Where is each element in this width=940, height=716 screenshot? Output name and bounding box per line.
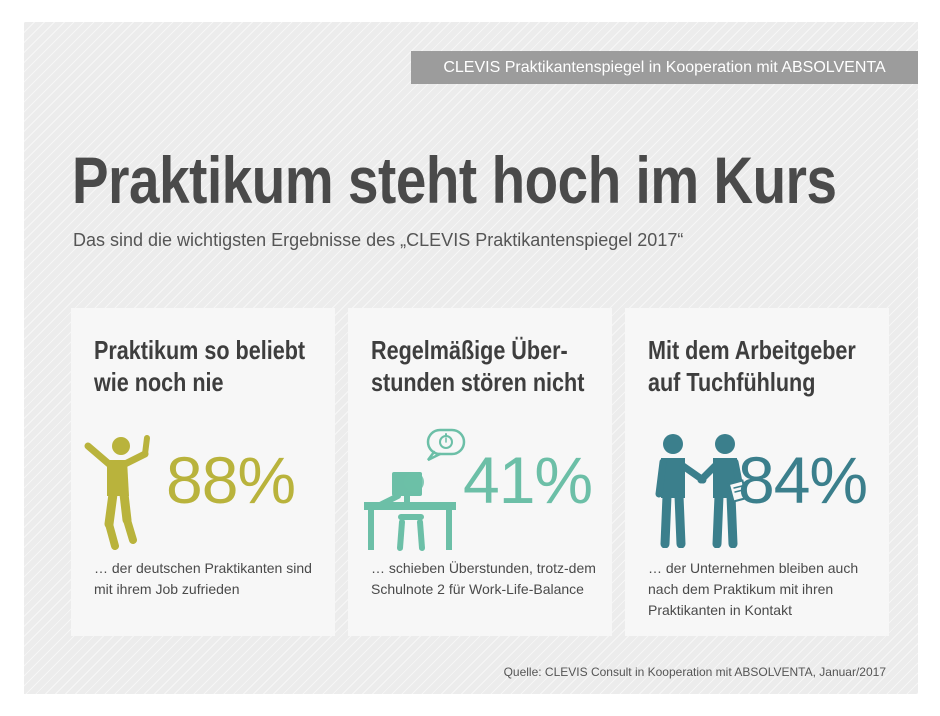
stat-value: 88%	[166, 443, 296, 517]
card-description: … der deutschen Praktikanten sind mit ih…	[94, 560, 312, 597]
card-title: Mit dem Arbeitgeber auf Tuchfühlung	[648, 335, 856, 397]
cheering-person-icon	[84, 435, 150, 550]
stat-value: 84%	[738, 443, 868, 517]
person-at-desk-icon	[364, 428, 466, 551]
card-description: … der Unternehmen bleiben auch nach dem …	[648, 560, 859, 618]
handshake-icon	[655, 434, 749, 548]
card-description: … schieben Überstunden, trotz-dem Schuln…	[371, 560, 596, 597]
cooperation-banner: CLEVIS Praktikantenspiegel in Kooperatio…	[411, 51, 918, 84]
source-note: Quelle: CLEVIS Consult in Kooperation mi…	[503, 665, 886, 679]
page-title: Praktikum steht hoch im Kurs	[72, 143, 837, 217]
card-title: Regelmäßige Über-stunden stören nicht	[371, 335, 585, 397]
stat-card-overtime: Regelmäßige Über-stunden stören nicht	[348, 308, 612, 636]
card-title: Praktikum so beliebt wie noch nie	[94, 335, 306, 397]
page-subtitle: Das sind die wichtigsten Ergebnisse des …	[73, 230, 684, 250]
stat-card-satisfaction: Praktikum so beliebt wie noch nie 88% … …	[71, 308, 335, 636]
stat-card-contact: Mit dem Arbeitgeber auf Tuchfühlung	[625, 308, 889, 636]
stat-value: 41%	[463, 443, 593, 517]
infographic-frame: CLEVIS Praktikantenspiegel in Kooperatio…	[24, 22, 918, 694]
